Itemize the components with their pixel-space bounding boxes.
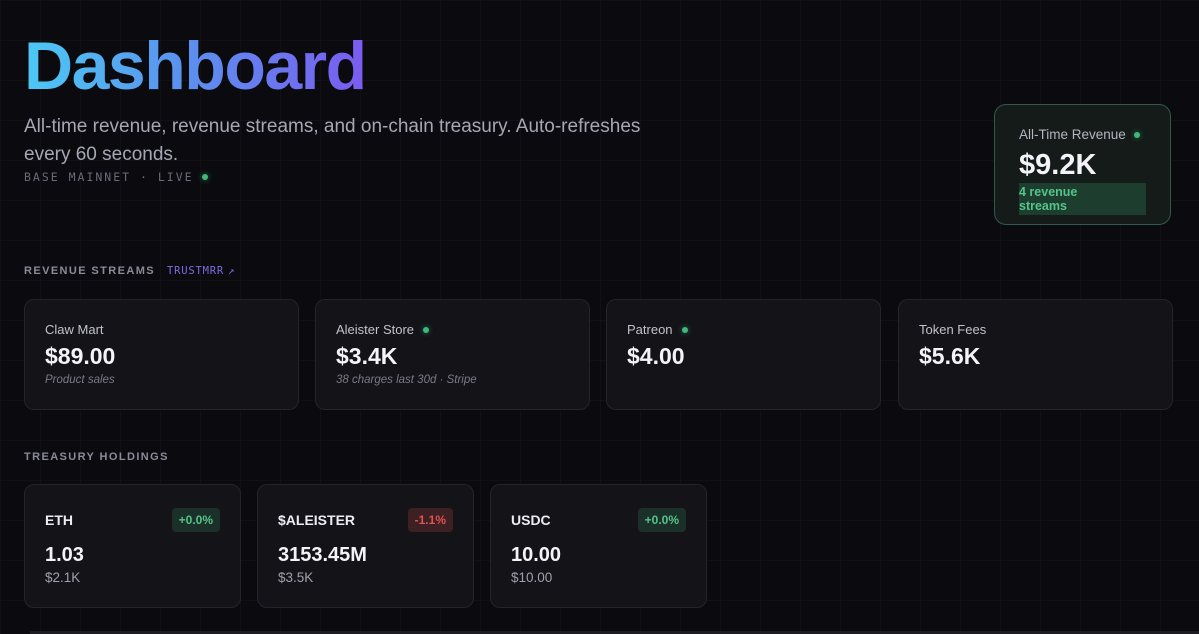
- stream-card-claw-mart: Claw Mart $89.00 Product sales: [24, 299, 299, 410]
- stream-value: $5.6K: [919, 343, 981, 369]
- live-indicator-icon: [1133, 131, 1140, 138]
- holding-change-badge: +0.0%: [171, 508, 220, 532]
- holding-symbol: $ALEISTER: [278, 512, 356, 528]
- stream-name-row: Token Fees: [919, 322, 1152, 337]
- trustmrr-link[interactable]: TRUSTMRR ↗: [167, 265, 235, 277]
- holding-card-eth: ETH +0.0% 1.03 $2.1K: [24, 484, 241, 608]
- holding-card-aleister: $ALEISTER -1.1% 3153.45M $3.5K: [257, 484, 474, 608]
- stream-card-token-fees: Token Fees $5.6K: [898, 299, 1173, 410]
- stream-value: $4.00: [627, 343, 685, 369]
- stream-card-patreon: Patreon $4.00: [606, 299, 881, 410]
- holding-header: ETH +0.0%: [45, 507, 220, 533]
- network-label: BASE MAINNET · LIVE: [24, 170, 194, 184]
- stream-note: Product sales: [45, 374, 115, 386]
- holding-card-usdc: USDC +0.0% 10.00 $10.00: [490, 484, 707, 608]
- stream-name-row: Claw Mart: [45, 322, 278, 337]
- stream-note: 38 charges last 30d · Stripe: [336, 374, 477, 386]
- holding-header: USDC +0.0%: [511, 507, 686, 533]
- page-subtitle: All-time revenue, revenue streams, and o…: [24, 116, 641, 165]
- holding-symbol: USDC: [511, 512, 551, 528]
- live-indicator-icon: [423, 326, 430, 333]
- stream-value: $3.4K: [336, 343, 398, 369]
- stream-name-row: Patreon: [627, 322, 860, 337]
- stream-name: Patreon: [627, 322, 673, 337]
- next-section-edge: [30, 631, 1199, 634]
- revenue-streams-header: REVENUE STREAMS TRUSTMRR ↗: [24, 265, 235, 277]
- stream-name: Claw Mart: [45, 322, 104, 337]
- stream-value: $89.00: [45, 343, 116, 369]
- revenue-streams-count: 4 revenue streams: [1019, 183, 1146, 215]
- all-time-revenue-header: All-Time Revenue: [1019, 127, 1146, 142]
- holding-usd-value: $3.5K: [278, 570, 314, 585]
- holding-amount: 3153.45M: [278, 544, 367, 566]
- trustmrr-link-label[interactable]: TRUSTMRR: [167, 265, 225, 277]
- page-title: Dashboard: [24, 28, 367, 104]
- holding-change-badge: -1.1%: [407, 508, 453, 532]
- all-time-revenue-value: $9.2K: [1019, 149, 1097, 181]
- stream-name: Token Fees: [919, 322, 987, 337]
- network-status: BASE MAINNET · LIVE: [24, 170, 208, 184]
- live-indicator-icon: [201, 174, 208, 180]
- treasury-holdings-header: TREASURY HOLDINGS: [24, 451, 169, 463]
- revenue-streams-label: REVENUE STREAMS: [24, 265, 156, 277]
- live-indicator-icon: [681, 326, 688, 333]
- holding-symbol: ETH: [45, 512, 73, 528]
- treasury-holdings-label: TREASURY HOLDINGS: [24, 451, 169, 463]
- holding-change-badge: +0.0%: [637, 508, 686, 532]
- stream-card-aleister-store: Aleister Store $3.4K 38 charges last 30d…: [315, 299, 590, 410]
- holding-usd-value: $2.1K: [45, 570, 81, 585]
- holding-amount: 1.03: [45, 544, 84, 566]
- stream-name: Aleister Store: [336, 322, 415, 337]
- all-time-revenue-card: All-Time Revenue $9.2K 4 revenue streams: [994, 104, 1171, 225]
- holding-usd-value: $10.00: [511, 570, 553, 585]
- holding-amount: 10.00: [511, 544, 562, 566]
- external-link-icon: ↗: [228, 265, 236, 277]
- holding-header: $ALEISTER -1.1%: [278, 507, 453, 533]
- all-time-revenue-label: All-Time Revenue: [1019, 127, 1126, 142]
- stream-name-row: Aleister Store: [336, 322, 569, 337]
